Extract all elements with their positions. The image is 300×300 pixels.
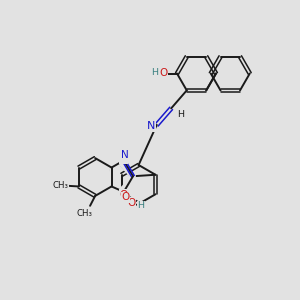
Text: N: N [122, 150, 129, 160]
Text: N: N [119, 153, 127, 163]
Text: O: O [128, 198, 136, 208]
Text: H: H [151, 68, 158, 77]
Text: H: H [177, 110, 184, 119]
Text: O: O [160, 68, 168, 79]
Text: CH₃: CH₃ [77, 209, 93, 218]
Text: N: N [147, 122, 155, 131]
Text: O: O [121, 192, 129, 202]
Text: CH₃: CH₃ [53, 181, 69, 190]
Text: H: H [137, 201, 144, 210]
Text: O: O [120, 190, 128, 200]
